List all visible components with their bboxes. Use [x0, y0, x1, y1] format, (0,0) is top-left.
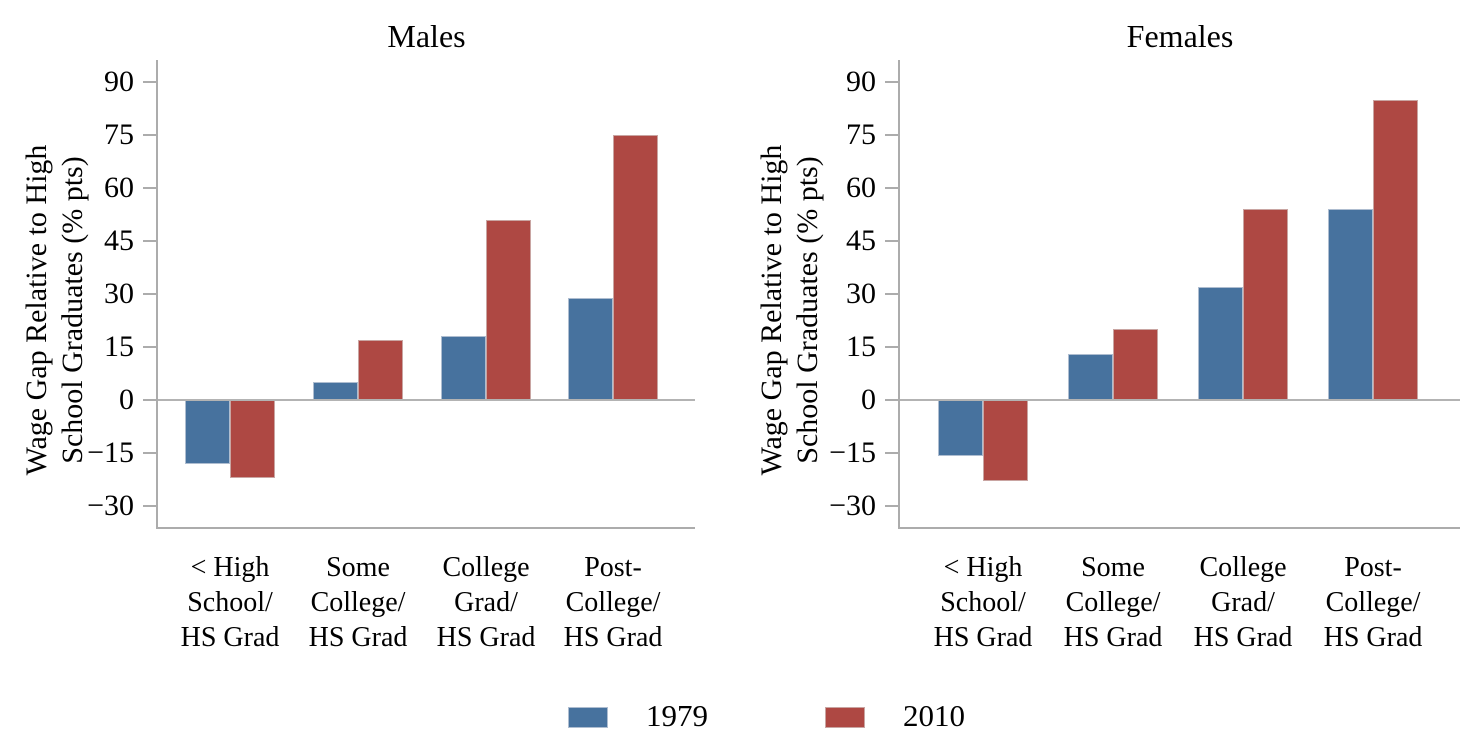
x-category-label: < High School/ HS Grad: [933, 552, 1033, 653]
x-category-label: Some College/ HS Grad: [1063, 552, 1163, 653]
y-tick: [143, 346, 156, 349]
y-tick-label: 45: [846, 224, 876, 258]
y-tick: [885, 187, 898, 190]
y-tick-label: 30: [846, 277, 876, 311]
bar-females-1979-group2: [1068, 354, 1113, 401]
legend-swatch-1979: [568, 707, 608, 728]
legend-swatch-2010: [825, 707, 865, 728]
y-tick: [885, 134, 898, 137]
y-tick-label: 30: [104, 277, 134, 311]
y-tick-label: 90: [104, 65, 134, 99]
y-tick: [143, 187, 156, 190]
bar-males-2010-group2: [358, 339, 403, 400]
y-tick: [885, 504, 898, 507]
y-tick-label: −15: [87, 435, 134, 469]
legend-label-2010: 2010: [903, 698, 965, 733]
y-tick-label: 75: [104, 118, 134, 152]
y-tick: [143, 240, 156, 243]
bar-females-2010-group1: [983, 400, 1028, 481]
bar-females-1979-group1: [938, 400, 983, 456]
y-axis-line: [156, 60, 158, 527]
bar-males-2010-group4: [613, 135, 658, 401]
bar-females-2010-group3: [1243, 209, 1288, 401]
x-category-label: Some College/ HS Grad: [308, 552, 408, 653]
bar-males-1979-group4: [568, 297, 613, 400]
y-tick: [143, 451, 156, 454]
y-tick-label: −15: [829, 435, 876, 469]
zero-baseline: [900, 399, 1460, 401]
y-tick: [143, 504, 156, 507]
x-category-label: College Grad/ HS Grad: [1193, 552, 1293, 653]
x-category-label: < High School/ HS Grad: [180, 552, 280, 653]
zero-baseline: [158, 399, 695, 401]
y-axis-line: [898, 60, 900, 527]
y-tick: [885, 399, 898, 401]
y-tick: [885, 81, 898, 84]
y-tick-label: 90: [846, 65, 876, 99]
x-category-label: Post- College/ HS Grad: [1323, 552, 1423, 653]
bar-males-1979-group2: [313, 382, 358, 401]
bar-males-1979-group1: [185, 400, 230, 464]
bar-males-2010-group1: [230, 400, 275, 478]
y-tick: [143, 399, 156, 401]
panel-title-males: Males: [387, 18, 466, 54]
y-tick-label: 0: [119, 383, 134, 416]
y-tick: [885, 451, 898, 454]
y-tick-label: 0: [861, 383, 876, 416]
y-tick: [885, 293, 898, 296]
bar-males-2010-group3: [486, 219, 531, 400]
legend-label-1979: 1979: [646, 698, 708, 733]
y-tick-label: 60: [104, 171, 134, 205]
x-axis-line: [898, 527, 1460, 529]
bar-females-1979-group4: [1328, 209, 1373, 401]
y-tick-label: 45: [104, 224, 134, 258]
bar-males-1979-group3: [441, 336, 486, 401]
y-tick-label: 15: [846, 330, 876, 364]
y-tick-label: 15: [104, 330, 134, 364]
y-tick: [143, 81, 156, 84]
y-tick: [885, 240, 898, 243]
y-tick: [143, 134, 156, 137]
y-tick-label: 60: [846, 171, 876, 205]
y-tick-label: −30: [829, 488, 876, 522]
y-tick-label: −30: [87, 488, 134, 522]
bar-females-2010-group4: [1373, 99, 1418, 400]
y-tick-label: 75: [846, 118, 876, 152]
bar-females-1979-group3: [1198, 287, 1243, 401]
bar-females-2010-group2: [1113, 329, 1158, 401]
x-category-label: College Grad/ HS Grad: [436, 552, 536, 653]
x-category-label: Post- College/ HS Grad: [563, 552, 663, 653]
panel-title-females: Females: [1126, 18, 1234, 54]
y-tick: [885, 346, 898, 349]
legend: 1979 2010: [0, 690, 1480, 749]
y-tick: [143, 293, 156, 296]
x-axis-line: [156, 527, 695, 529]
